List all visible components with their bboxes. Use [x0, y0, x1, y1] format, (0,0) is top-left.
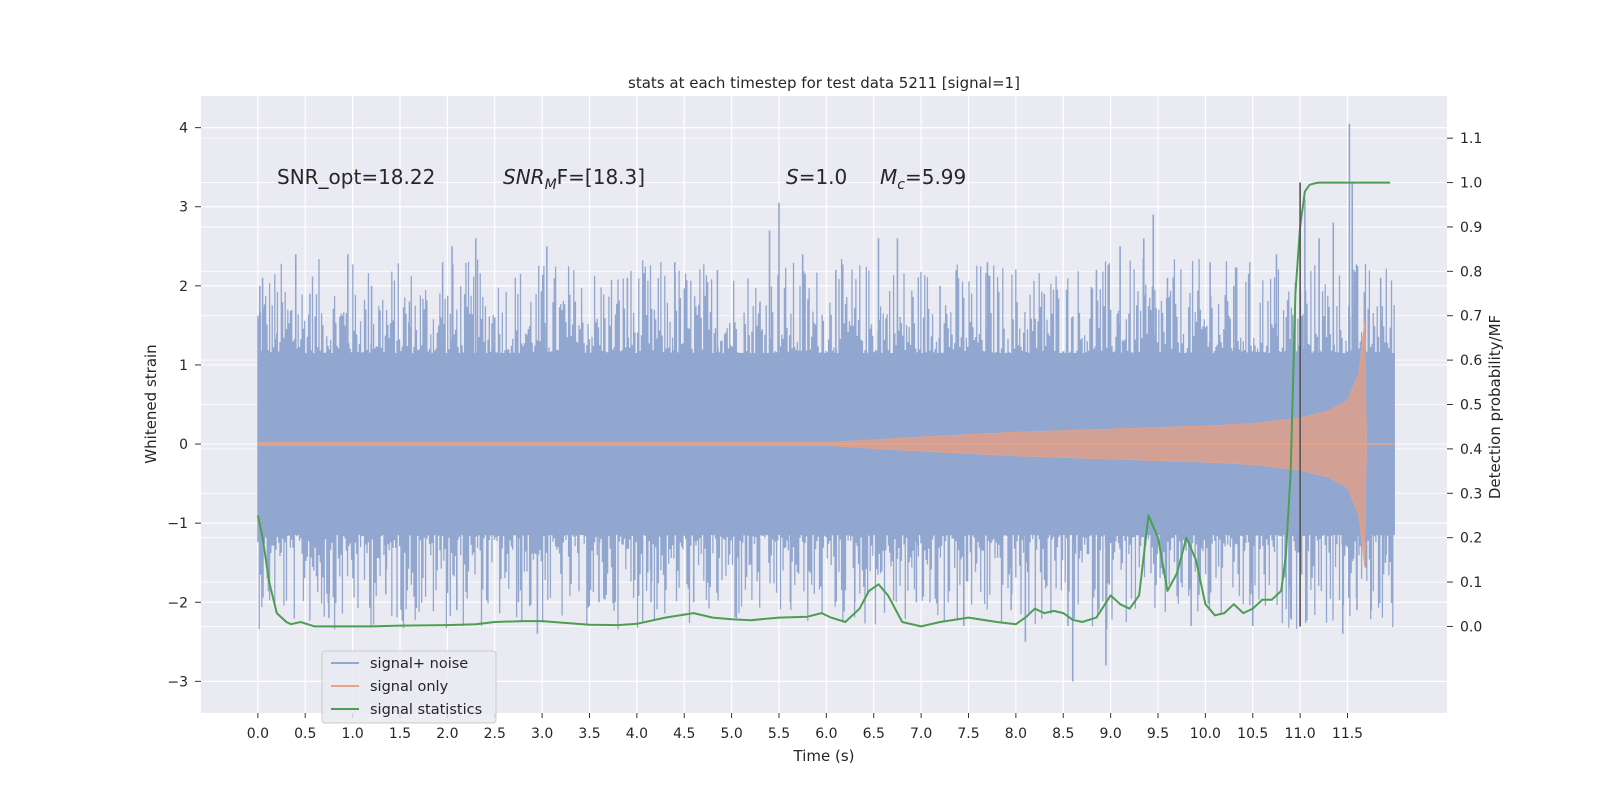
y-right-axis-title: Detection probability/MF [1486, 315, 1504, 499]
y-right-tick-label-10: 0.1 [1460, 575, 1482, 591]
x-tick-label-11: 5.5 [768, 726, 790, 742]
y-left-axis-title: Whitened strain [142, 344, 160, 463]
y-left-tick-label-6: −2 [167, 595, 188, 611]
annotation-mc-sub: c [897, 177, 905, 193]
x-tick-label-6: 3.0 [531, 726, 553, 742]
annotation-snr-mf: SNRMF=[18.3] [503, 165, 645, 193]
x-tick-label-1: 0.5 [294, 726, 316, 742]
y-right-tick-label-9: 0.2 [1460, 531, 1482, 547]
annotation-s-number: =1.0 [799, 165, 848, 189]
y-left-tick-label-5: −1 [167, 516, 188, 532]
x-tick-label-8: 4.0 [626, 726, 648, 742]
y-right-tick-label-8: 0.3 [1460, 486, 1482, 502]
x-tick-label-22: 11.0 [1285, 726, 1316, 742]
annotation-mc-name: M [880, 165, 897, 189]
series-signal-only [257, 321, 1395, 567]
x-tick-label-23: 11.5 [1332, 726, 1363, 742]
y-right-tick-label-2: 0.9 [1460, 220, 1482, 236]
annotation-snr-opt: SNR_opt=18.22 [277, 165, 435, 189]
legend-label-signal-plus-noise: signal+ noise [370, 656, 468, 672]
x-tick-label-9: 4.5 [673, 726, 695, 742]
x-tick-label-5: 2.5 [484, 726, 506, 742]
x-tick-label-13: 6.5 [863, 726, 885, 742]
y-right-tick-label-7: 0.4 [1460, 442, 1482, 458]
x-tick-label-16: 8.0 [1005, 726, 1027, 742]
x-tick-label-14: 7.0 [910, 726, 932, 742]
legend: signal+ noise signal only signal statist… [321, 650, 497, 724]
annotation-snr-mf-sub: M [545, 177, 557, 193]
annotation-snr-mf-tail: F=[18.3] [557, 165, 645, 189]
y-right-tick-label-1: 1.0 [1460, 176, 1482, 192]
y-left-tick-label-3: 1 [179, 358, 188, 374]
annotation-chirp-mass: Mc=5.99 [880, 165, 966, 193]
y-left-tick-label-2: 2 [179, 279, 188, 295]
y-right-tick-label-0: 1.1 [1460, 131, 1482, 147]
legend-box [321, 650, 497, 724]
x-tick-label-7: 3.5 [578, 726, 600, 742]
x-tick-label-18: 9.0 [1099, 726, 1121, 742]
x-tick-label-17: 8.5 [1052, 726, 1074, 742]
x-tick-label-4: 2.0 [436, 726, 458, 742]
series-signal-statistics [256, 181, 1391, 628]
x-axis-ticks: 0.0 0.5 1.0 1.5 2.0 2.5 3.0 3.5 4.0 4.5 5.0 5.5 6.0 6… [247, 713, 1363, 742]
annotation-s-value: S=1.0 [786, 165, 847, 189]
x-axis-title: Time (s) [793, 747, 855, 765]
x-tick-label-2: 1.0 [341, 726, 363, 742]
legend-label-signal-only: signal only [370, 679, 449, 695]
x-tick-label-3: 1.5 [389, 726, 411, 742]
y-right-tick-label-5: 0.6 [1460, 353, 1482, 369]
y-left-tick-label-4: 0 [179, 437, 188, 453]
annotation-mc-number: =5.99 [905, 165, 966, 189]
x-tick-label-21: 10.5 [1237, 726, 1268, 742]
x-tick-label-15: 7.5 [957, 726, 979, 742]
x-tick-label-0: 0.0 [247, 726, 269, 742]
y-right-axis-ticks: 1.1 1.0 0.9 0.8 0.7 0.6 0.5 0.4 0.3 0.2 0.1 0.0 [1447, 131, 1482, 635]
y-right-tick-label-3: 0.8 [1460, 264, 1482, 280]
chart-title: stats at each timestep for test data 521… [628, 74, 1020, 92]
y-left-tick-label-1: 3 [179, 200, 188, 216]
annotation-s-name: S [786, 165, 799, 189]
y-left-tick-label-7: −3 [167, 674, 188, 690]
x-tick-label-12: 6.0 [815, 726, 837, 742]
y-left-axis-ticks: 4 3 2 1 0 −1 −2 −3 [167, 121, 201, 690]
statistics-line [256, 181, 1391, 628]
x-tick-label-20: 10.0 [1190, 726, 1221, 742]
y-right-tick-label-4: 0.7 [1460, 309, 1482, 325]
y-right-tick-label-6: 0.5 [1460, 398, 1482, 414]
y-left-tick-label-0: 4 [179, 121, 188, 137]
legend-label-signal-statistics: signal statistics [370, 702, 482, 718]
x-tick-label-19: 9.5 [1147, 726, 1169, 742]
x-tick-label-10: 5.0 [720, 726, 742, 742]
y-right-tick-label-11: 0.0 [1460, 619, 1482, 635]
annotation-snr-mf-name: SNR [503, 165, 545, 189]
